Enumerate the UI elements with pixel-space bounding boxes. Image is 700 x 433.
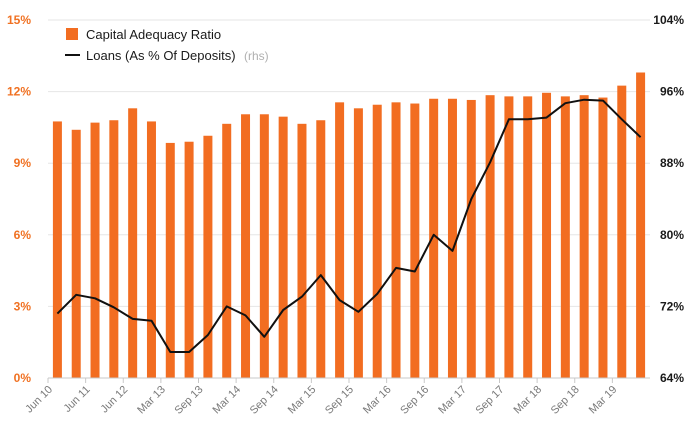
legend-bar-label: Capital Adequacy Ratio <box>86 27 221 42</box>
bar <box>90 122 100 378</box>
y-right-tick-label: 72% <box>660 299 684 313</box>
bar <box>128 108 138 378</box>
bar <box>146 121 156 378</box>
line-series <box>56 98 642 353</box>
bar <box>485 95 495 379</box>
y-right-tick-label: 88% <box>660 156 684 170</box>
y-left-tick-label: 3% <box>14 299 32 313</box>
x-tick-label: Mar 18 <box>512 384 545 417</box>
y-left-tick-label: 0% <box>14 371 32 385</box>
y-right-tick-label: 80% <box>660 228 684 242</box>
x-tick-label: Mar 17 <box>436 384 469 417</box>
y-left-tick-label: 12% <box>7 85 31 99</box>
bar <box>429 98 439 378</box>
y-left-tick-label: 6% <box>14 228 32 242</box>
bar <box>466 99 476 378</box>
x-tick-label: Mar 15 <box>286 384 319 417</box>
bar <box>410 103 420 379</box>
x-tick-label: Sep 15 <box>323 384 356 417</box>
bar <box>598 97 608 379</box>
bar <box>184 141 194 378</box>
bar <box>278 116 288 378</box>
legend-line-text: Loans (As % Of Deposits) (rhs) <box>86 47 269 64</box>
bar <box>617 85 627 378</box>
bar <box>165 142 175 378</box>
y-right-tick-label: 104% <box>653 13 684 27</box>
y-right-tick-label: 96% <box>660 85 684 99</box>
loans-line <box>56 98 642 353</box>
bar <box>222 123 232 378</box>
bar <box>297 123 307 378</box>
x-tick-label: Jun 12 <box>99 384 131 416</box>
bar <box>259 114 269 379</box>
legend-bar-swatch <box>66 28 78 40</box>
bar <box>447 98 457 378</box>
x-tick-label: Sep 14 <box>248 384 281 417</box>
x-tick-label: Mar 13 <box>135 384 168 417</box>
y-right-tick-label: 64% <box>660 371 684 385</box>
bar <box>71 129 81 378</box>
bar <box>391 102 401 378</box>
x-tick-label: Mar 19 <box>587 384 620 417</box>
legend-line-rhs: (rhs) <box>244 49 269 63</box>
x-tick-label: Mar 16 <box>361 384 394 417</box>
x-tick-label: Mar 14 <box>211 384 244 417</box>
bar <box>335 102 345 378</box>
x-tick-label: Sep 17 <box>473 384 506 417</box>
bar <box>636 72 646 379</box>
bar <box>52 121 62 378</box>
bar <box>560 96 570 378</box>
bar <box>523 96 533 378</box>
x-tick-label: Sep 13 <box>172 384 205 417</box>
y-left-tick-label: 9% <box>14 156 32 170</box>
x-tick-label: Jun 11 <box>61 384 92 415</box>
bar-series <box>52 72 646 379</box>
legend: Capital Adequacy Ratio Loans (As % Of De… <box>65 27 269 64</box>
bar <box>241 114 251 379</box>
x-tick-label: Jun 10 <box>23 384 55 416</box>
y-left-tick-label: 15% <box>7 13 31 27</box>
x-tick-label: Sep 16 <box>398 384 431 417</box>
bar <box>504 96 514 378</box>
bar <box>542 92 552 378</box>
legend-line-label: Loans (As % Of Deposits) <box>86 48 236 63</box>
bar <box>316 120 326 379</box>
bar <box>109 120 119 379</box>
bar <box>203 135 213 378</box>
bar <box>372 104 382 378</box>
bar <box>353 108 363 378</box>
x-tick-label: Sep 18 <box>549 384 582 417</box>
bar <box>579 95 589 379</box>
